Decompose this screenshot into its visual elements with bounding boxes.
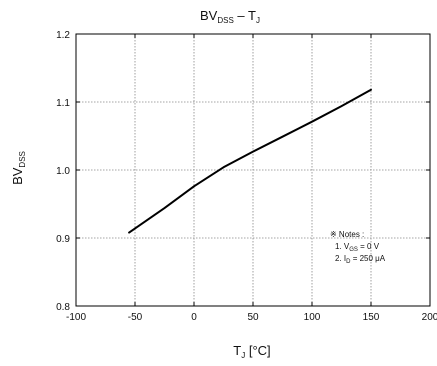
y-tick-label: 0.9: [56, 234, 70, 245]
x-tick-label: 150: [363, 312, 380, 323]
notes-title: ※ Notes :: [330, 230, 364, 239]
x-tick-label: 200: [422, 312, 437, 323]
chart-title: BVDSS – TJ: [200, 8, 260, 25]
x-tick-label: 100: [304, 312, 321, 323]
notes-line-2: 2. ID = 250 μA: [335, 254, 386, 265]
grid: [76, 34, 430, 306]
series: [128, 88, 372, 234]
x-tick-label: -50: [128, 312, 143, 323]
notes-line-1: 1. VGS = 0 V: [335, 242, 380, 253]
y-tick-label: 1.2: [56, 30, 70, 41]
y-tick-labels: 0.8 0.9 1.0 1.1 1.2: [56, 30, 70, 313]
x-tick-label: -100: [66, 312, 86, 323]
x-tick-label: 50: [247, 312, 259, 323]
x-tick-labels: -100 -50 0 50 100 150 200: [66, 312, 437, 323]
y-tick-label: 1.0: [56, 166, 70, 177]
x-tick-label: 0: [191, 312, 197, 323]
plot-frame: [75, 33, 431, 307]
notes-box: ※ Notes : 1. VGS = 0 V 2. ID = 250 μA: [330, 230, 386, 265]
series-line: [128, 88, 372, 234]
y-axis-title: BVDSS: [10, 151, 27, 185]
y-tick-label: 0.8: [56, 302, 70, 313]
y-tick-label: 1.1: [56, 98, 70, 109]
x-axis-title: TJ [°C]: [233, 343, 270, 360]
